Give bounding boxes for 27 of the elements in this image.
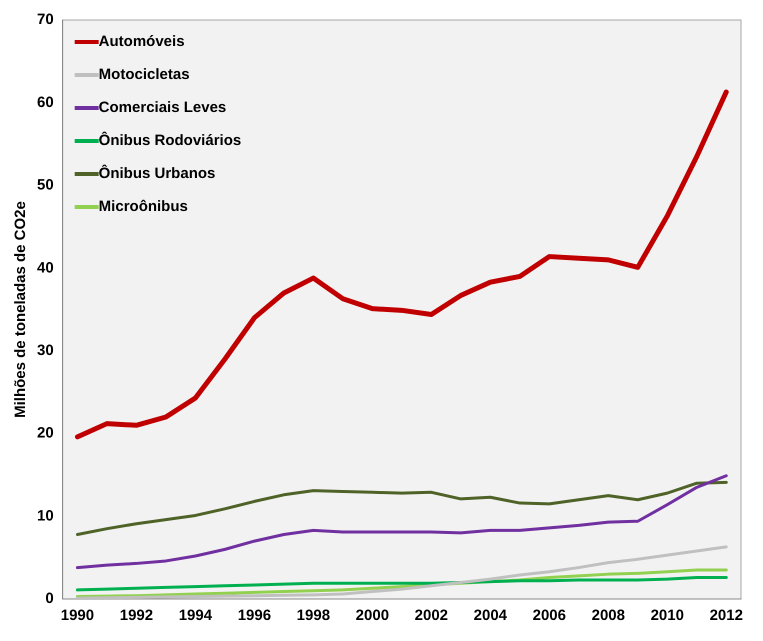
- legend-label: Comerciais Leves: [98, 99, 226, 116]
- legend-label: Microônibus: [98, 198, 188, 216]
- x-tick-label: 2010: [650, 607, 684, 624]
- x-tick-label: 1998: [296, 607, 330, 624]
- x-tick-label: 2006: [532, 607, 566, 624]
- legend-label: Automóveis: [98, 33, 185, 50]
- x-tick-label: 2008: [592, 607, 625, 624]
- legend-label: Ônibus Rodoviários: [98, 131, 242, 150]
- y-tick-label: 60: [36, 94, 54, 111]
- legend-label: Ônibus Urbanos: [98, 164, 216, 182]
- x-tick-label: 1996: [238, 607, 272, 624]
- y-tick-label: 20: [36, 424, 54, 442]
- legend-label: Motocicletas: [98, 66, 190, 84]
- y-tick-label: 10: [36, 507, 54, 524]
- y-tick-label: 30: [36, 342, 54, 359]
- x-tick-label: 2000: [356, 607, 390, 624]
- x-tick-label: 2002: [414, 607, 448, 624]
- y-tick-label: 40: [36, 259, 54, 276]
- x-tick-label: 1992: [120, 607, 154, 624]
- y-tick-label: 70: [36, 11, 54, 28]
- y-tick-label: 50: [36, 176, 54, 194]
- x-tick-label: 1990: [60, 607, 94, 624]
- x-tick-label: 2004: [474, 607, 508, 624]
- y-axis-title: Milhões de toneladas de CO2e: [12, 201, 30, 418]
- x-tick-label: 2012: [710, 607, 743, 624]
- y-tick-label: 0: [45, 590, 54, 608]
- x-tick-label: 1994: [178, 607, 213, 624]
